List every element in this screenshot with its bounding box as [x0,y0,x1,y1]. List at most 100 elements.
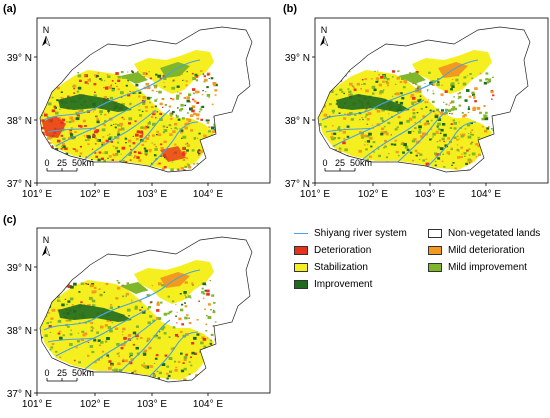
land-cover-pixel [119,122,123,126]
land-cover-pixel [204,289,207,292]
land-cover-pixel [117,141,120,144]
land-cover-pixel [79,145,82,148]
land-cover-pixel [175,115,179,118]
land-cover-pixel [114,123,117,125]
land-cover-pixel [176,94,180,98]
land-cover-pixel [203,80,206,83]
land-cover-pixel [116,286,121,290]
land-cover-pixel [107,75,111,78]
land-cover-pixel [396,126,399,129]
land-cover-pixel [464,155,466,157]
land-cover-pixel [441,160,444,162]
land-cover-pixel [91,283,95,286]
land-cover-pixel [138,159,142,162]
land-cover-pixel [429,81,433,85]
land-cover-pixel [94,91,96,93]
land-cover-pixel [101,128,106,132]
land-cover-pixel [191,351,195,355]
land-cover-pixel [56,86,60,90]
land-cover-pixel [432,92,435,95]
land-cover-pixel [426,120,429,123]
land-cover-pixel [207,316,212,319]
land-cover-pixel [87,283,90,285]
land-cover-pixel [324,125,327,128]
land-cover-pixel [464,128,467,130]
land-cover-pixel [149,151,151,153]
land-cover-pixel [447,137,451,140]
land-cover-pixel [96,120,100,124]
deterioration-patch [160,146,186,162]
land-cover-pixel [100,113,102,116]
land-cover-pixel [377,148,380,150]
land-cover-pixel [366,123,368,125]
land-cover-pixel [424,101,427,104]
land-cover-pixel [199,351,202,353]
land-cover-pixel [183,97,187,99]
land-cover-pixel [455,78,459,81]
land-cover-pixel [138,105,140,107]
land-cover-pixel [206,121,210,124]
land-cover-pixel [453,127,457,130]
land-cover-pixel [191,283,193,285]
land-cover-pixel [208,130,211,133]
land-cover-pixel [195,374,199,377]
land-cover-pixel [129,352,133,356]
land-cover-pixel [191,105,196,109]
land-cover-pixel [156,163,159,165]
land-cover-pixel [161,106,164,108]
land-cover-pixel [185,143,187,145]
land-cover-pixel [174,333,179,337]
land-cover-pixel [125,84,128,87]
land-cover-pixel [120,347,124,350]
land-cover-pixel [406,119,410,123]
land-cover-pixel [57,296,60,299]
land-cover-pixel [59,300,61,302]
land-cover-pixel [338,112,341,114]
land-cover-pixel [483,116,486,118]
land-cover-pixel [196,319,199,321]
land-cover-pixel [378,154,381,158]
land-cover-pixel [203,345,207,348]
land-cover-pixel [490,128,493,130]
land-cover-pixel [120,91,124,95]
land-cover-pixel [134,120,137,123]
land-cover-pixel [442,123,446,126]
land-cover-pixel [397,154,400,157]
land-cover-pixel [87,354,90,357]
land-cover-pixel [451,100,455,104]
land-cover-pixel [182,146,186,150]
land-cover-pixel [397,70,400,73]
land-cover-pixel [193,100,197,103]
land-cover-pixel [83,135,86,137]
land-cover-pixel [183,358,187,361]
land-cover-pixel [163,81,165,83]
land-cover-pixel [79,125,83,128]
study-area-boundary [39,26,253,173]
land-cover-pixel [492,76,494,79]
land-cover-pixel [202,292,206,295]
land-cover-pixel [171,161,174,163]
land-cover-pixel [133,150,137,153]
lon-label: 101° E [300,189,330,200]
scale-bar-value: 50 [72,158,82,168]
land-cover-pixel [468,148,471,150]
land-cover-pixel [341,91,344,93]
land-cover-pixel [49,321,52,323]
land-cover-pixel [101,157,104,160]
river-line [83,319,157,371]
land-cover-pixel [369,155,372,158]
river-line [325,127,375,133]
land-cover-pixel [193,163,196,165]
land-cover-pixel [418,158,421,161]
land-cover-pixel [454,107,457,111]
land-cover-pixel [437,126,439,128]
land-cover-pixel [437,157,441,160]
land-cover-pixel [458,104,462,107]
land-cover-pixel [210,77,214,80]
land-cover-pixel [354,114,357,116]
river-line [397,109,449,163]
land-cover-pixel [175,304,177,306]
land-cover-pixel [97,72,100,74]
land-cover-pixel [171,348,174,351]
land-cover-pixel [178,317,182,321]
